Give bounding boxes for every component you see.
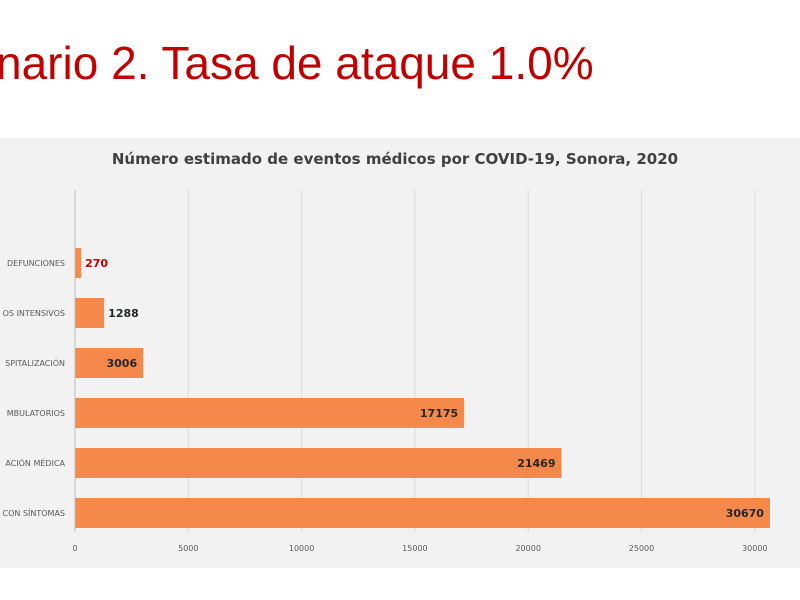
slide-title: nario 2. Tasa de ataque 1.0% [0, 37, 594, 89]
data-label: 270 [85, 257, 108, 270]
x-tick-label: 20000 [515, 544, 540, 553]
bars: 270 1288 3006 17175 21469 30670 [75, 248, 770, 528]
bar [75, 348, 144, 378]
data-label: 3006 [106, 357, 137, 370]
category-label: OS INTENSIVOS [3, 309, 65, 318]
x-tick-label: 5000 [178, 544, 198, 553]
x-tick-label: 15000 [402, 544, 427, 553]
x-tick-label: 25000 [629, 544, 654, 553]
category-label: MBULATORIOS [7, 409, 65, 418]
category-label: ACIÓN MÉDICA [5, 457, 65, 468]
category-labels: DEFUNCIONES OS INTENSIVOS SPITALIZACIÓN MBU… [3, 259, 66, 518]
data-label: 17175 [420, 407, 458, 420]
chart-title: Número estimado de eventos médicos por C… [111, 150, 679, 168]
x-tick-label: 10000 [289, 544, 314, 553]
x-tick-label: 0 [72, 544, 77, 553]
data-label: 30670 [726, 507, 765, 520]
x-tick-labels: 0 5000 10000 15000 20000 25000 30000 [72, 544, 767, 553]
category-label: CON SÍNTOMAS [3, 507, 65, 518]
data-label: 21469 [517, 457, 555, 470]
bar [75, 298, 105, 328]
category-label: SPITALIZACIÓN [5, 357, 65, 368]
x-tick-label: 30000 [742, 544, 767, 553]
bar [75, 448, 562, 478]
category-label: DEFUNCIONES [7, 259, 65, 268]
data-label: 1288 [108, 307, 139, 320]
bar [75, 398, 465, 428]
bar [75, 498, 770, 528]
gridlines [74, 190, 756, 532]
bar [75, 248, 82, 278]
